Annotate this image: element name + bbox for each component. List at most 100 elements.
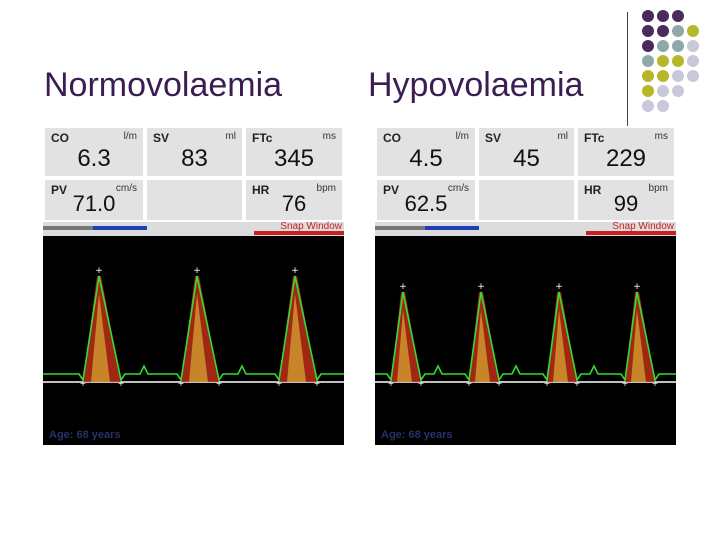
status-gray-bar <box>43 226 98 230</box>
envelope-trace <box>375 291 676 383</box>
decorative-dot <box>672 85 684 97</box>
doppler-monitor-hypovolaemia: CO l/m 4.5 SV ml 45 FTc ms 229 PV cm/s 6… <box>375 126 676 445</box>
sv-label: SV <box>153 131 170 145</box>
doppler-spectrum-core <box>91 294 110 382</box>
empty-meter <box>145 178 244 222</box>
decorative-dot <box>657 55 669 67</box>
empty-meter <box>477 178 576 222</box>
hr-meter: HR bpm 99 <box>576 178 676 222</box>
status-blue-bar <box>425 226 479 230</box>
peak-marker: + <box>555 282 563 292</box>
hr-value: 99 <box>613 191 639 216</box>
peak-marker: + <box>193 266 201 276</box>
co-value: 4.5 <box>409 145 443 172</box>
decorative-dot <box>642 100 654 112</box>
baseline-marker: + <box>216 379 223 388</box>
decorative-dot <box>642 85 654 97</box>
peak-marker: + <box>291 266 299 276</box>
doppler-spectrum-core <box>475 310 490 382</box>
decorative-dot <box>672 10 684 22</box>
status-bar: Snap Window <box>43 221 344 236</box>
decorative-dot <box>642 55 654 67</box>
decorative-dot <box>672 70 684 82</box>
ftc-unit: ms <box>322 131 336 142</box>
baseline-marker: + <box>178 379 185 388</box>
doppler-spectrum-core <box>631 310 646 382</box>
co-meter: CO l/m 4.5 <box>375 126 477 178</box>
title-hypovolaemia: Hypovolaemia <box>368 66 584 104</box>
decorative-dot <box>687 55 699 67</box>
decorative-dot <box>672 25 684 37</box>
co-unit: l/m <box>123 131 137 142</box>
sv-unit: ml <box>225 131 236 142</box>
doppler-spectrum-core <box>397 310 412 382</box>
sv-value: 45 <box>513 145 540 172</box>
decorative-dot <box>657 70 669 82</box>
decorative-dot <box>657 100 669 112</box>
pv-label: PV <box>51 183 68 197</box>
decorative-dot <box>657 25 669 37</box>
decorative-dot-grid <box>642 10 699 112</box>
co-label: CO <box>51 131 69 145</box>
baseline-marker: + <box>276 379 283 388</box>
hr-value: 76 <box>281 191 307 216</box>
decorative-dot <box>672 40 684 52</box>
baseline-marker: + <box>418 379 425 388</box>
pv-unit: cm/s <box>115 183 137 194</box>
divider-line <box>627 12 628 130</box>
decorative-dot <box>687 25 699 37</box>
meter-grid: CO l/m 4.5 SV ml 45 FTc ms 229 PV cm/s 6… <box>375 126 676 222</box>
pv-meter: PV cm/s 62.5 <box>375 178 477 222</box>
ftc-unit: ms <box>654 131 668 142</box>
ftc-meter: FTc ms 229 <box>576 126 676 178</box>
baseline-marker: + <box>622 379 629 388</box>
decorative-dot <box>642 25 654 37</box>
pv-unit: cm/s <box>447 183 469 194</box>
ftc-value: 229 <box>605 145 647 172</box>
status-blue-bar <box>93 226 147 230</box>
pv-label: PV <box>383 183 400 197</box>
hr-label: HR <box>252 183 270 197</box>
ftc-label: FTc <box>252 131 273 145</box>
status-gray-bar <box>375 226 430 230</box>
ftc-meter: FTc ms 345 <box>244 126 344 178</box>
snap-window-button[interactable]: Snap Window <box>612 221 674 232</box>
peak-marker: + <box>477 282 485 292</box>
peak-marker: + <box>95 266 103 276</box>
status-red-bar <box>254 231 344 235</box>
sv-meter: SV ml 45 <box>477 126 576 178</box>
decorative-dot <box>657 40 669 52</box>
co-label: CO <box>383 131 401 145</box>
patient-age: Age: 68 years <box>49 429 121 441</box>
patient-age: Age: 68 years <box>381 429 453 441</box>
title-normovolaemia: Normovolaemia <box>44 66 283 104</box>
baseline-marker: + <box>496 379 503 388</box>
hr-meter: HR bpm 76 <box>244 178 344 222</box>
baseline-marker: + <box>574 379 581 388</box>
baseline-marker: + <box>314 379 321 388</box>
baseline-marker: + <box>466 379 473 388</box>
doppler-spectrum-core <box>287 294 306 382</box>
pv-value: 62.5 <box>404 191 448 216</box>
doppler-spectrum-core <box>189 294 208 382</box>
baseline-marker: + <box>544 379 551 388</box>
sv-label: SV <box>485 131 502 145</box>
decorative-dot <box>657 85 669 97</box>
hr-unit: bpm <box>316 183 336 194</box>
doppler-waveform: + + + + + + + + + <box>43 266 344 388</box>
decorative-dot <box>642 10 654 22</box>
pv-value: 71.0 <box>72 191 116 216</box>
snap-window-button[interactable]: Snap Window <box>280 221 342 232</box>
decorative-dot <box>672 55 684 67</box>
status-bar: Snap Window <box>375 221 676 236</box>
decorative-dot <box>642 40 654 52</box>
decorative-dot <box>642 70 654 82</box>
doppler-waveform: + + + + + + + + + + + + <box>375 282 676 388</box>
hr-label: HR <box>584 183 602 197</box>
baseline-marker: + <box>80 379 87 388</box>
co-unit: l/m <box>455 131 469 142</box>
sv-value: 83 <box>181 145 208 172</box>
status-red-bar <box>586 231 676 235</box>
decorative-dot <box>687 40 699 52</box>
decorative-dot <box>657 10 669 22</box>
